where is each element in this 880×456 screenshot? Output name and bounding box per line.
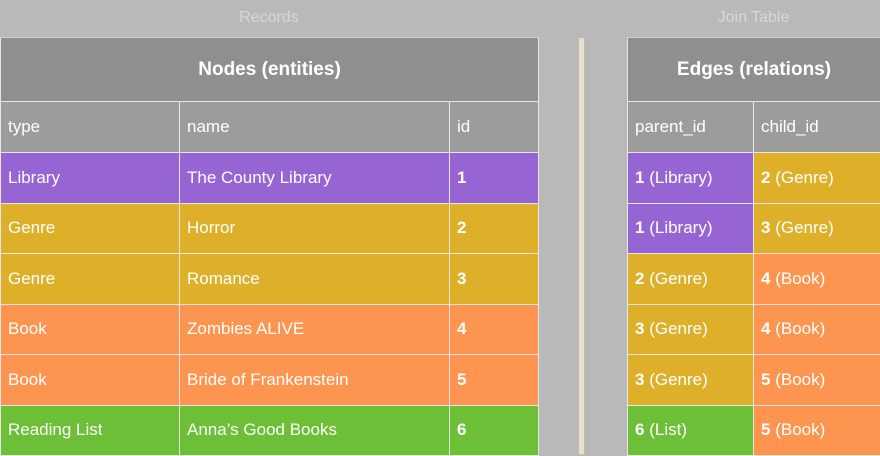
edge-child-type: (Genre) bbox=[775, 218, 834, 237]
nodes-table-title: Nodes (entities) bbox=[1, 38, 539, 102]
edge-child-cell: 2 (Genre) bbox=[754, 153, 880, 204]
edge-child-type: (Genre) bbox=[775, 168, 834, 187]
edge-parent-cell: 6 (List) bbox=[628, 405, 754, 456]
edge-child-id: 4 bbox=[761, 269, 770, 288]
edge-parent-id: 1 bbox=[635, 218, 644, 237]
edge-child-cell: 5 (Book) bbox=[754, 355, 880, 406]
edge-parent-cell: 1 (Library) bbox=[628, 153, 754, 204]
edge-parent-type: (Genre) bbox=[649, 370, 708, 389]
nodes-header-name: name bbox=[180, 102, 450, 153]
edges-table-title: Edges (relations) bbox=[628, 38, 880, 102]
edge-parent-id: 6 bbox=[635, 420, 644, 439]
node-name-cell: Zombies ALIVE bbox=[180, 304, 450, 355]
node-type-cell: Reading List bbox=[1, 405, 180, 456]
table-row: 2 (Genre)4 (Book) bbox=[628, 254, 880, 305]
node-name-cell: Anna’s Good Books bbox=[180, 405, 450, 456]
join-table-label: Join Table bbox=[627, 8, 880, 28]
table-row: 6 (List)5 (Book) bbox=[628, 405, 880, 456]
node-id-cell: 1 bbox=[450, 153, 539, 204]
edge-parent-type: (Genre) bbox=[649, 319, 708, 338]
edge-parent-cell: 3 (Genre) bbox=[628, 355, 754, 406]
table-divider bbox=[578, 37, 585, 455]
records-label: Records bbox=[0, 8, 538, 28]
node-id-cell: 5 bbox=[450, 355, 539, 406]
edge-parent-type: (Library) bbox=[649, 168, 712, 187]
node-id-cell: 4 bbox=[450, 304, 539, 355]
node-name-cell: Horror bbox=[180, 203, 450, 254]
edge-child-cell: 4 (Book) bbox=[754, 254, 880, 305]
edge-child-id: 5 bbox=[761, 370, 770, 389]
edge-parent-type: (Library) bbox=[649, 218, 712, 237]
edge-child-id: 3 bbox=[761, 218, 770, 237]
edge-child-id: 4 bbox=[761, 319, 770, 338]
edge-child-type: (Book) bbox=[775, 269, 825, 288]
edge-parent-id: 2 bbox=[635, 269, 644, 288]
edge-parent-cell: 2 (Genre) bbox=[628, 254, 754, 305]
table-row: 1 (Library)2 (Genre) bbox=[628, 153, 880, 204]
edge-parent-type: (List) bbox=[649, 420, 687, 439]
edge-child-id: 2 bbox=[761, 168, 770, 187]
edges-table: Edges (relations) parent_id child_id 1 (… bbox=[627, 37, 880, 456]
node-id-cell: 3 bbox=[450, 254, 539, 305]
edge-parent-id: 3 bbox=[635, 319, 644, 338]
edge-parent-id: 3 bbox=[635, 370, 644, 389]
table-row: 3 (Genre)4 (Book) bbox=[628, 304, 880, 355]
table-row: 3 (Genre)5 (Book) bbox=[628, 355, 880, 406]
node-name-cell: Bride of Frankenstein bbox=[180, 355, 450, 406]
table-row: 1 (Library)3 (Genre) bbox=[628, 203, 880, 254]
edge-child-type: (Book) bbox=[775, 370, 825, 389]
node-type-cell: Book bbox=[1, 304, 180, 355]
edge-child-cell: 3 (Genre) bbox=[754, 203, 880, 254]
edge-child-cell: 4 (Book) bbox=[754, 304, 880, 355]
nodes-header-id: id bbox=[450, 102, 539, 153]
node-type-cell: Library bbox=[1, 153, 180, 204]
edge-child-type: (Book) bbox=[775, 319, 825, 338]
node-id-cell: 2 bbox=[450, 203, 539, 254]
edge-child-type: (Book) bbox=[775, 420, 825, 439]
node-name-cell: Romance bbox=[180, 254, 450, 305]
edges-header-child-id: child_id bbox=[754, 102, 880, 153]
edge-parent-id: 1 bbox=[635, 168, 644, 187]
edge-parent-cell: 3 (Genre) bbox=[628, 304, 754, 355]
node-type-cell: Book bbox=[1, 355, 180, 406]
node-type-cell: Genre bbox=[1, 254, 180, 305]
node-type-cell: Genre bbox=[1, 203, 180, 254]
edge-child-id: 5 bbox=[761, 420, 770, 439]
node-name-cell: The County Library bbox=[180, 153, 450, 204]
nodes-header-type: type bbox=[1, 102, 180, 153]
edge-child-cell: 5 (Book) bbox=[754, 405, 880, 456]
node-id-cell: 6 bbox=[450, 405, 539, 456]
edges-header-parent-id: parent_id bbox=[628, 102, 754, 153]
edge-parent-type: (Genre) bbox=[649, 269, 708, 288]
edge-parent-cell: 1 (Library) bbox=[628, 203, 754, 254]
